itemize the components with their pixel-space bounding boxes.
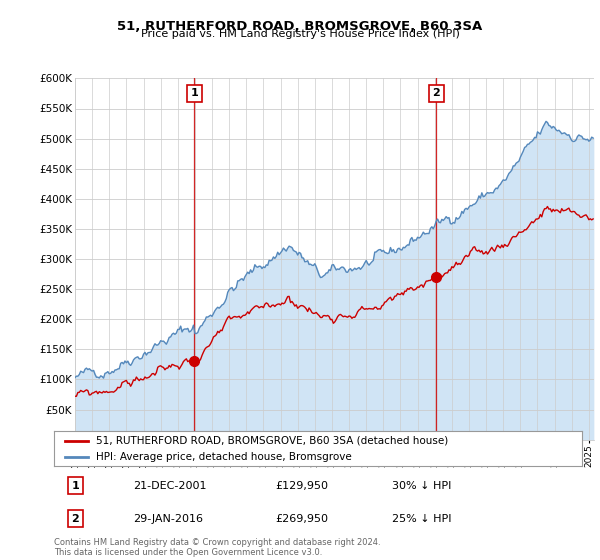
Text: 2: 2	[432, 88, 440, 99]
Text: 51, RUTHERFORD ROAD, BROMSGROVE, B60 3SA: 51, RUTHERFORD ROAD, BROMSGROVE, B60 3SA	[118, 20, 482, 32]
Text: Contains HM Land Registry data © Crown copyright and database right 2024.
This d: Contains HM Land Registry data © Crown c…	[54, 538, 380, 557]
Text: 2: 2	[71, 514, 79, 524]
Text: Price paid vs. HM Land Registry's House Price Index (HPI): Price paid vs. HM Land Registry's House …	[140, 29, 460, 39]
Text: £269,950: £269,950	[276, 514, 329, 524]
Text: 1: 1	[191, 88, 198, 99]
Text: 21-DEC-2001: 21-DEC-2001	[133, 481, 206, 491]
Text: 51, RUTHERFORD ROAD, BROMSGROVE, B60 3SA (detached house): 51, RUTHERFORD ROAD, BROMSGROVE, B60 3SA…	[96, 436, 448, 446]
Text: 29-JAN-2016: 29-JAN-2016	[133, 514, 203, 524]
Text: 1: 1	[71, 481, 79, 491]
Text: £129,950: £129,950	[276, 481, 329, 491]
Text: HPI: Average price, detached house, Bromsgrove: HPI: Average price, detached house, Brom…	[96, 451, 352, 461]
Text: 25% ↓ HPI: 25% ↓ HPI	[392, 514, 451, 524]
Text: 30% ↓ HPI: 30% ↓ HPI	[392, 481, 451, 491]
